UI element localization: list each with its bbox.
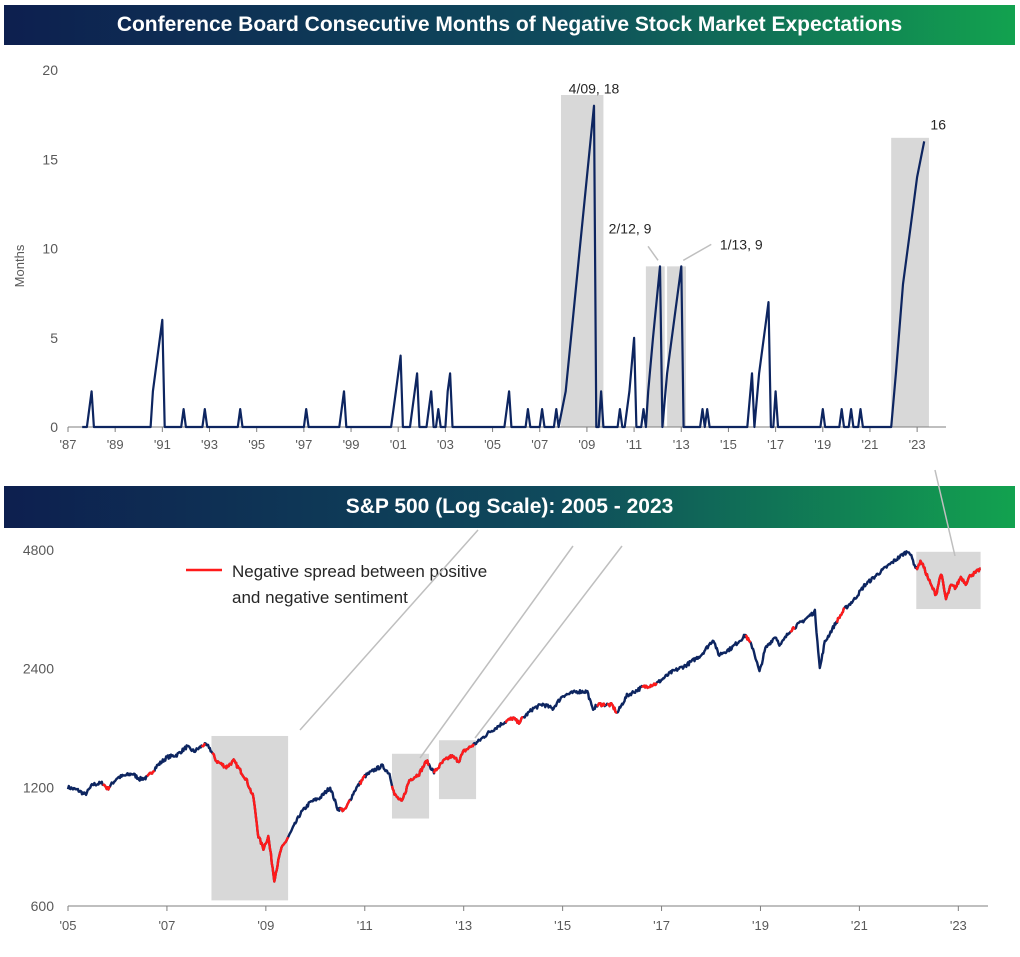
chart1-ytick-15: 15: [42, 151, 58, 167]
chart2-negative-spread-segment: [339, 799, 351, 813]
months-chart: 0 5 10 15 20 '87 '89 '91 '93 '95 '97 '99 '01 '03 '05 '0…: [12, 62, 946, 452]
chart2-xtick-label: '15: [554, 918, 571, 933]
chart1-xtick-label: '89: [107, 437, 124, 452]
chart2-xtick-label: '19: [752, 918, 769, 933]
chart2-highlight-3: [916, 551, 981, 610]
chart2-negative-spread-segment: [200, 742, 206, 748]
chart2-negative-spread-segment: [146, 769, 156, 778]
chart2-xtick-label: '17: [653, 918, 670, 933]
chart1-xtick-label: '07: [531, 437, 548, 452]
chart1-xtick-label: '13: [673, 437, 690, 452]
chart1-xtick-label: '97: [295, 437, 312, 452]
chart1-xtick-label: '91: [154, 437, 171, 452]
chart1-xtick-label: '17: [767, 437, 784, 452]
chart2-ytick-2400: 2400: [23, 661, 54, 677]
chart2-series-line: [66, 550, 981, 883]
chart1-xtick-label: '09: [578, 437, 595, 452]
chart2-ytick-1200: 1200: [23, 779, 54, 795]
chart1-xtick-label: '03: [437, 437, 454, 452]
chart1-annotations: 4/09, 18 2/12, 9 1/13, 9 16: [569, 81, 946, 262]
chart2-negative-spread-segment: [504, 716, 524, 725]
chart1-annotation-leader-2: [682, 243, 712, 262]
chart1-title: Conference Board Consecutive Months of N…: [116, 13, 903, 36]
chart2-xtick-label: '11: [357, 918, 373, 933]
chart1-xtick-label: '11: [626, 437, 642, 452]
chart2-highlight-2: [438, 740, 477, 800]
chart1-axes: 0 5 10 15 20 '87 '89 '91 '93 '95 '97 '99 '01 '03 '05 '0…: [42, 62, 946, 452]
chart2-negative-spread-segment: [744, 634, 752, 644]
chart1-xtick-label: '05: [484, 437, 501, 452]
chart2-negative-spread-segment: [102, 783, 111, 791]
chart2-negative-spread-segment: [641, 682, 658, 690]
chart2-xtick-label: '23: [950, 918, 967, 933]
chart2-series: [66, 550, 981, 883]
chart1-xtick-label: '99: [343, 437, 360, 452]
chart1-xtick-label: '21: [861, 437, 878, 452]
chart2-highlight-1: [391, 753, 430, 819]
chart1-xtick-label: '19: [814, 437, 831, 452]
chart2-negative-spread-segment: [390, 759, 430, 802]
chart2-xtick-label: '13: [455, 918, 472, 933]
chart2-ytick-600: 600: [31, 898, 55, 914]
chart2-title: S&P 500 (Log Scale): 2005 - 2023: [345, 495, 674, 518]
chart1-ylabel: Months: [12, 244, 27, 287]
chart1-highlight-3: [891, 137, 929, 427]
chart2-xtick-label: '05: [60, 918, 77, 933]
chart1-xtick-label: '95: [248, 437, 265, 452]
chart1-xtick-label: '23: [909, 437, 926, 452]
legend-label-line1: Negative spread between positive: [232, 562, 487, 581]
chart2-title-banner: S&P 500 (Log Scale): 2005 - 2023: [4, 486, 1015, 528]
chart2-legend: Negative spread between positive and neg…: [186, 562, 487, 607]
chart1-ytick-20: 20: [42, 62, 58, 78]
chart1-xtick-label: '87: [60, 437, 77, 452]
chart2-xtick-label: '21: [851, 918, 868, 933]
chart1-annotation-2: 1/13, 9: [720, 236, 763, 252]
chart1-xtick-label: '15: [720, 437, 737, 452]
chart1-ytick-0: 0: [50, 419, 58, 435]
chart1-series-line: [82, 104, 926, 429]
chart1-xtick-label: '01: [390, 437, 407, 452]
chart1-highlight-boxes: [560, 94, 929, 428]
chart2-highlight-boxes: [211, 551, 981, 901]
chart1-annotation-0: 4/09, 18: [569, 81, 620, 97]
chart2-xtick-label: '09: [257, 918, 274, 933]
chart2-negative-spread-segment: [358, 774, 366, 786]
chart2-negative-spread-segment: [596, 701, 606, 708]
chart2-negative-spread-segment: [915, 559, 981, 601]
chart1-annotation-leader-1: [647, 245, 659, 261]
chart2-negative-spread-segment: [211, 752, 290, 883]
chart2-xtick-label: '07: [158, 918, 175, 933]
chart2-ytick-4800: 4800: [23, 542, 54, 558]
chart1-ytick-10: 10: [42, 241, 58, 257]
chart1-series: [82, 104, 926, 429]
chart2-axes: 600 1200 2400 4800 '05 '07 '09 '11 '13 '15 '17 '19 '…: [23, 542, 988, 933]
chart1-annotation-1: 2/12, 9: [609, 220, 652, 236]
chart2-negative-spread-segment: [835, 606, 846, 623]
legend-label-line2: and negative sentiment: [232, 588, 408, 607]
chart2-negative-spread-segment: [606, 701, 618, 714]
sp500-chart: 600 1200 2400 4800 '05 '07 '09 '11 '13 '15 '17 '19 '…: [23, 542, 988, 933]
chart2-negative-spread-segment: [789, 626, 796, 633]
chart1-annotation-3: 16: [930, 116, 946, 132]
chart1-title-banner: Conference Board Consecutive Months of N…: [4, 5, 1015, 45]
chart1-xtick-label: '93: [201, 437, 218, 452]
chart1-ytick-5: 5: [50, 330, 58, 346]
